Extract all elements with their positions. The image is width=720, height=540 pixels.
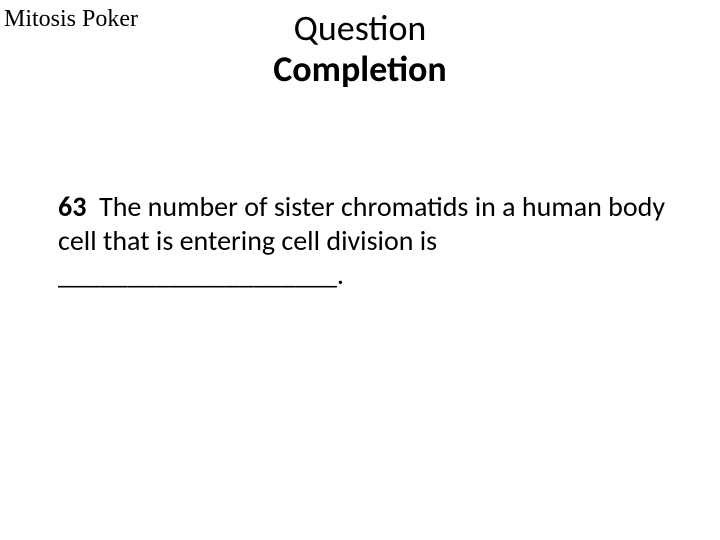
slide-heading: Question Completion	[0, 8, 720, 91]
heading-line-2: Completion	[0, 49, 720, 90]
question-block: 63 The number of sister chromatids in a …	[58, 190, 666, 292]
slide: Mitosis Poker Question Completion 63 The…	[0, 0, 720, 540]
question-text: The number of sister chromatids in a hum…	[58, 189, 665, 292]
heading-line-1: Question	[0, 8, 720, 49]
question-number: 63	[58, 189, 86, 224]
